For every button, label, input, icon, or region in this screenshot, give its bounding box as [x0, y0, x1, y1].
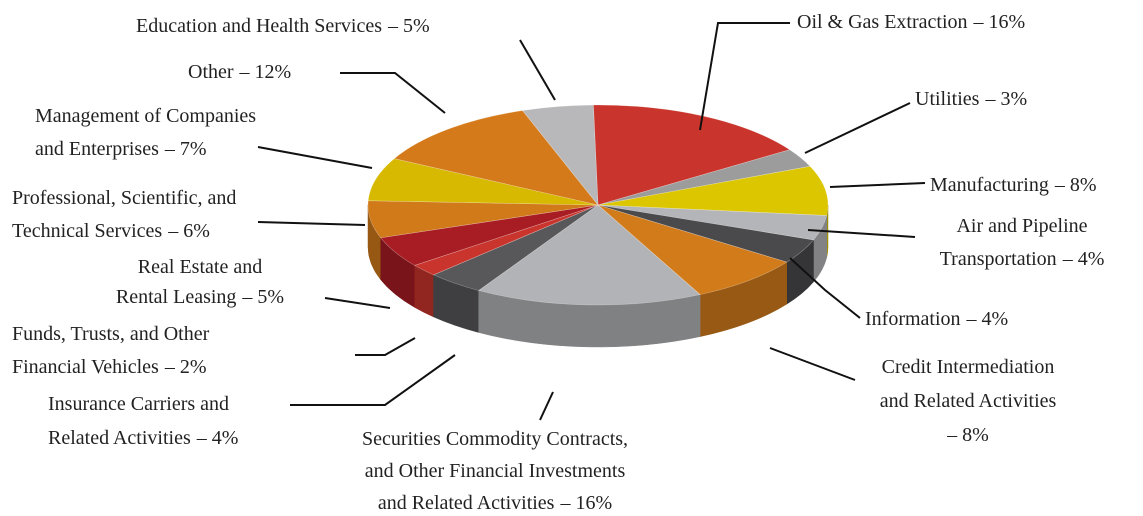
pie-slice	[522, 104, 599, 206]
pie-slice	[593, 104, 791, 206]
leader-line	[769, 347, 856, 381]
label-line: Rental Leasing	[116, 286, 237, 308]
label-line: Information	[865, 308, 961, 330]
leader-line	[539, 391, 554, 421]
slice-label: Management of Companies and Enterprises – …	[35, 105, 256, 160]
value-label: – 12%	[239, 61, 292, 83]
pie-slice	[413, 204, 599, 276]
label-line: and Other Financial Investments	[365, 460, 626, 482]
value-label: – 8%	[946, 424, 989, 446]
pie-slice	[367, 200, 599, 239]
leader-line	[829, 182, 926, 188]
label-line: Transportation	[940, 248, 1057, 270]
value-label: – 3%	[984, 88, 1027, 110]
leader-line	[807, 229, 916, 238]
value-label: – 4%	[196, 427, 239, 449]
label-line: Management of Companies	[35, 105, 256, 127]
label-line: Utilities	[915, 88, 980, 110]
label-line: Other	[188, 61, 234, 83]
pie-slice	[597, 204, 815, 263]
leader-line	[789, 257, 861, 319]
pie-slice	[393, 110, 599, 206]
leader-line	[340, 72, 446, 114]
leader-line	[804, 102, 911, 154]
value-label: – 16%	[559, 492, 612, 514]
slice-label: Oil & Gas Extraction – 16%	[797, 11, 1025, 33]
slice-label: Information – 4%	[865, 308, 1008, 330]
label-line: Funds, Trusts, and Other	[12, 323, 210, 345]
label-line: Real Estate and	[138, 256, 262, 278]
pie-slice	[477, 204, 701, 306]
label-line: Securities Commodity Contracts,	[362, 428, 628, 450]
label-line: Financial Vehicles	[12, 356, 159, 378]
slice-label: Education and Health Services – 5%	[136, 15, 430, 37]
leader-line	[290, 354, 456, 406]
slice-label: Funds, Trusts, and Other Financial Vehicl…	[12, 323, 210, 378]
label-line: and Enterprises	[35, 138, 159, 160]
label-line: Oil & Gas Extraction	[797, 11, 968, 33]
pie-slice	[597, 204, 828, 241]
label-line: Insurance Carriers and	[48, 393, 229, 415]
label-line: Air and Pipeline	[956, 215, 1087, 237]
value-label: – 8%	[1054, 174, 1097, 196]
pie-slice	[597, 166, 829, 216]
value-label: – 6%	[167, 220, 210, 242]
label-line: Related Activities	[48, 427, 191, 449]
pie-slice	[380, 204, 599, 266]
value-label: – 4%	[966, 308, 1009, 330]
slice-label: Real Estate and Rental Leasing – 5%	[116, 256, 284, 308]
label-line: Education and Health Services	[136, 15, 382, 37]
label-line: and Related Activities	[880, 390, 1057, 412]
label-line: Manufacturing	[930, 174, 1049, 196]
label-line: Professional, Scientific, and	[12, 187, 236, 209]
label-line: Credit Intermediation	[882, 356, 1055, 378]
slice-label: Other – 12%	[188, 61, 291, 83]
leader-line	[324, 297, 391, 309]
label-line: and Related Activities	[378, 492, 555, 514]
pie-slice	[597, 149, 811, 206]
pie-side	[380, 237, 415, 308]
value-label: – 5%	[241, 286, 284, 308]
slice-label: Professional, Scientific, and Technical S…	[12, 187, 236, 242]
slice-label: Utilities – 3%	[915, 88, 1027, 110]
value-label: – 2%	[164, 356, 207, 378]
slice-label: Insurance Carriers and Related Activities…	[48, 393, 238, 449]
pie-slice	[597, 204, 788, 295]
value-label: – 7%	[164, 138, 207, 160]
leader-line	[699, 22, 790, 131]
slice-label: Securities Commodity Contracts, and Other…	[362, 428, 628, 514]
pie-slice	[367, 158, 599, 206]
leader-line	[355, 337, 416, 356]
pie-slice	[432, 204, 599, 291]
slice-label: Manufacturing – 8%	[930, 174, 1097, 196]
value-label: – 5%	[387, 15, 430, 37]
value-label: – 4%	[1062, 248, 1105, 270]
leader-line	[257, 146, 373, 169]
slice-label: Air and Pipeline Transportation – 4%	[940, 215, 1105, 270]
leader-line	[257, 221, 366, 226]
label-line: Technical Services	[12, 220, 162, 242]
leader-line	[519, 39, 556, 101]
slice-label: Credit Intermediation and Related Activit…	[880, 356, 1057, 446]
value-label: – 16%	[973, 11, 1026, 33]
